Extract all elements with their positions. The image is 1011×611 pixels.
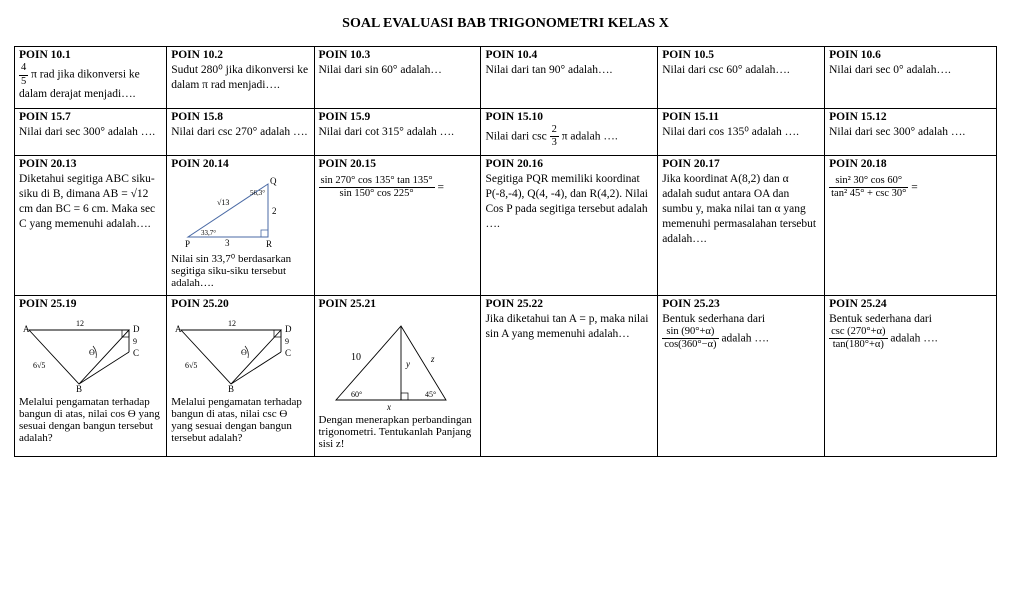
svg-text:A: A (175, 324, 182, 334)
svg-text:D: D (285, 324, 292, 334)
svg-text:x: x (386, 402, 391, 412)
cell-15-11: POIN 15.11Nilai dari cos 135⁰ adalah …. (658, 108, 825, 155)
cell-10-3: POIN 10.3Nilai dari sin 60° adalah… (314, 47, 481, 109)
svg-text:45°: 45° (425, 390, 436, 399)
svg-text:ϴ: ϴ (241, 348, 247, 357)
fraction: csc (270°+α)tan(180°+α) (829, 327, 887, 351)
svg-text:R: R (266, 239, 272, 249)
poin-label: POIN 10.1 (19, 49, 162, 61)
fraction: sin 270° cos 135° tan 135°sin 150° cos 2… (319, 176, 435, 200)
cell-10-4: POIN 10.4Nilai dari tan 90° adalah…. (481, 47, 658, 109)
cell-15-8: POIN 15.8Nilai dari csc 270° adalah …. (167, 108, 314, 155)
svg-text:ϴ: ϴ (89, 348, 95, 357)
triangle-diagram: A B C D 12 9 6√5 ϴ (21, 312, 156, 394)
question-body: sin² 30° cos 60°tan² 45° + csc 30° = (829, 172, 992, 200)
question-caption: Nilai sin 33,7⁰ berdasarkan segitiga sik… (171, 252, 309, 289)
cell-15-12: POIN 15.12Nilai dari sec 300° adalah …. (825, 108, 997, 155)
cell-25-19: POIN 25.19 A B C D 12 9 6√5 ϴ Melalui pe… (15, 295, 167, 456)
svg-text:C: C (133, 348, 139, 358)
cell-20-18: POIN 20.18 sin² 30° cos 60°tan² 45° + cs… (825, 155, 997, 295)
cell-10-2: POIN 10.2Sudut 280⁰ jika dikonversi ke d… (167, 47, 314, 109)
cell-25-21: POIN 25.21 60° 45° 10 y z x Dengan mener… (314, 295, 481, 456)
svg-text:P: P (185, 239, 190, 249)
question-caption: Melalui pengamatan terhadap bangun di at… (19, 396, 162, 444)
svg-text:10: 10 (351, 352, 361, 363)
svg-text:6√5: 6√5 (185, 361, 197, 370)
svg-text:12: 12 (76, 319, 84, 328)
svg-text:√13: √13 (217, 198, 229, 207)
question-body: 45 π rad jika dikonversi ke dalam deraja… (19, 63, 162, 102)
triangle-diagram: A B C D 12 9 6√5 ϴ (173, 312, 308, 394)
cell-25-23: POIN 25.23 Bentuk sederhana dari sin (90… (658, 295, 825, 456)
cell-25-22: POIN 25.22Jika diketahui tan A = p, maka… (481, 295, 658, 456)
cell-20-17: POIN 20.17Jika koordinat A(8,2) dan α ad… (658, 155, 825, 295)
fraction: sin (90°+α)cos(360°−α) (662, 327, 718, 351)
fraction: 45 (19, 63, 28, 87)
svg-text:B: B (228, 384, 234, 394)
cell-10-1: POIN 10.1 45 π rad jika dikonversi ke da… (15, 47, 167, 109)
triangle-diagram: P R Q √13 3 2 33,7° 56,3° (173, 172, 293, 250)
svg-text:2: 2 (272, 206, 277, 216)
question-body: sin 270° cos 135° tan 135°sin 150° cos 2… (319, 172, 477, 200)
question-caption: Melalui pengamatan terhadap bangun di at… (171, 396, 309, 444)
svg-text:C: C (285, 348, 291, 358)
page-title: SOAL EVALUASI BAB TRIGONOMETRI KELAS X (14, 16, 997, 32)
cell-15-9: POIN 15.9Nilai dari cot 315° adalah …. (314, 108, 481, 155)
svg-text:56,3°: 56,3° (250, 189, 265, 197)
svg-text:9: 9 (133, 337, 137, 346)
question-body: Bentuk sederhana dari csc (270°+α)tan(18… (829, 312, 992, 351)
svg-text:B: B (76, 384, 82, 394)
cell-25-20: POIN 25.20 A B C D 12 9 6√5 ϴ Melalui pe… (167, 295, 314, 456)
question-body: Nilai dari csc 23 π adalah …. (485, 125, 653, 149)
cell-10-5: POIN 10.5Nilai dari csc 60° adalah…. (658, 47, 825, 109)
question-body: Bentuk sederhana dari sin (90°+α)cos(360… (662, 312, 820, 351)
svg-text:D: D (133, 324, 140, 334)
cell-10-6: POIN 10.6Nilai dari sec 0° adalah…. (825, 47, 997, 109)
svg-text:A: A (23, 324, 30, 334)
cell-20-15: POIN 20.15 sin 270° cos 135° tan 135°sin… (314, 155, 481, 295)
svg-text:60°: 60° (351, 390, 362, 399)
svg-text:3: 3 (225, 238, 230, 248)
cell-15-7: POIN 15.7Nilai dari sec 300° adalah …. (15, 108, 167, 155)
triangle-diagram: 60° 45° 10 y z x (321, 312, 471, 412)
svg-text:9: 9 (285, 337, 289, 346)
question-caption: Dengan menerapkan perbandingan trigonome… (319, 414, 477, 450)
fraction: sin² 30° cos 60°tan² 45° + csc 30° (829, 176, 908, 200)
cell-25-24: POIN 25.24 Bentuk sederhana dari csc (27… (825, 295, 997, 456)
svg-text:y: y (405, 359, 410, 369)
svg-text:Q: Q (270, 176, 277, 186)
cell-20-16: POIN 20.16Segitiga PQR memiliki koordina… (481, 155, 658, 295)
svg-text:12: 12 (228, 319, 236, 328)
question-grid: POIN 10.1 45 π rad jika dikonversi ke da… (14, 46, 997, 457)
cell-15-10: POIN 15.10 Nilai dari csc 23 π adalah …. (481, 108, 658, 155)
cell-20-13: POIN 20.13Diketahui segitiga ABC siku-si… (15, 155, 167, 295)
cell-20-14: POIN 20.14 P R Q √13 3 2 33,7° 56,3° Nil… (167, 155, 314, 295)
svg-text:z: z (430, 354, 435, 364)
svg-text:33,7°: 33,7° (201, 229, 216, 237)
fraction: 23 (550, 125, 559, 149)
svg-text:6√5: 6√5 (33, 361, 45, 370)
